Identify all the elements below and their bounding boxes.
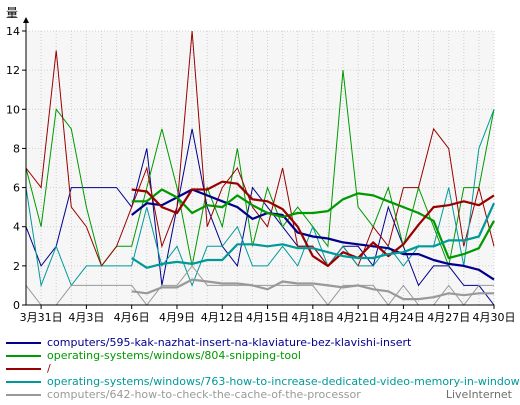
y-tick-label: 10 xyxy=(6,103,20,116)
series-lines xyxy=(25,30,496,306)
x-tick-label: 4月12日 xyxy=(201,311,244,324)
legend-swatch-3 xyxy=(6,368,41,370)
x-tick-labels: 3月31日 4月3日 4月6日 4月9日 4月12日 4月15日 4月18日 4月21日 4月2… xyxy=(20,311,516,324)
watermark: LiveInternet xyxy=(445,388,512,401)
y-tick-label: 4 xyxy=(13,221,20,234)
y-tick-label: 2 xyxy=(13,260,20,273)
y-tick-label: 8 xyxy=(13,142,20,155)
series-5-daily-line xyxy=(25,265,494,306)
legend-swatch-4 xyxy=(6,381,41,383)
plot-area xyxy=(26,31,494,305)
y-axis-arrow xyxy=(23,17,29,23)
x-tick-label: 4月24日 xyxy=(382,311,425,324)
x-tick-label: 3月31日 xyxy=(20,311,63,324)
series-4-daily-line xyxy=(25,109,495,288)
line-chart: 量 0 2 4 6 8 10 12 14 3月31日 4月3日 4月6日 4月9日 4月12日 4月15… xyxy=(6,6,516,324)
x-tick-label: 4月6日 xyxy=(114,311,150,324)
legend-swatch-1 xyxy=(6,342,41,344)
legend-label-5: computers/642-how-to-check-the-cache-of-… xyxy=(47,388,361,401)
y-tick-labels: 0 2 4 6 8 10 12 14 xyxy=(6,25,20,312)
x-tick-label: 4月21日 xyxy=(337,311,380,324)
series-1-daily-line xyxy=(25,128,495,306)
y-axis-label: 量 xyxy=(6,6,18,20)
legend: computers/595-kak-nazhat-insert-na-klavi… xyxy=(0,336,520,405)
legend-label-1: computers/595-kak-nazhat-insert-na-klavi… xyxy=(47,336,412,349)
x-tick-label: 4月15日 xyxy=(246,311,289,324)
x-tick-label: 4月18日 xyxy=(291,311,334,324)
x-tick-label: 4月3日 xyxy=(68,311,104,324)
series-3-average-line xyxy=(131,180,495,267)
legend-label-4: operating-systems/windows/763-how-to-inc… xyxy=(47,375,520,388)
series-2-average-line xyxy=(131,188,495,260)
x-tick-label: 4月9日 xyxy=(159,311,195,324)
series-5-average-line xyxy=(131,278,494,301)
axes xyxy=(22,17,495,309)
legend-label-2: operating-systems/windows/804-snipping-t… xyxy=(47,349,301,362)
y-tick-label: 0 xyxy=(13,299,20,312)
legend-swatch-5 xyxy=(6,394,41,396)
y-tick-label: 6 xyxy=(13,182,20,195)
series-4-average-line xyxy=(131,202,496,269)
legend-label-3: / xyxy=(47,362,51,375)
legend-swatch-2 xyxy=(6,355,41,357)
y-tick-label: 12 xyxy=(6,64,20,77)
y-tick-label: 14 xyxy=(6,25,20,38)
x-tick-label: 4月27日 xyxy=(427,311,470,324)
x-tick-label: 4月30日 xyxy=(473,311,516,324)
